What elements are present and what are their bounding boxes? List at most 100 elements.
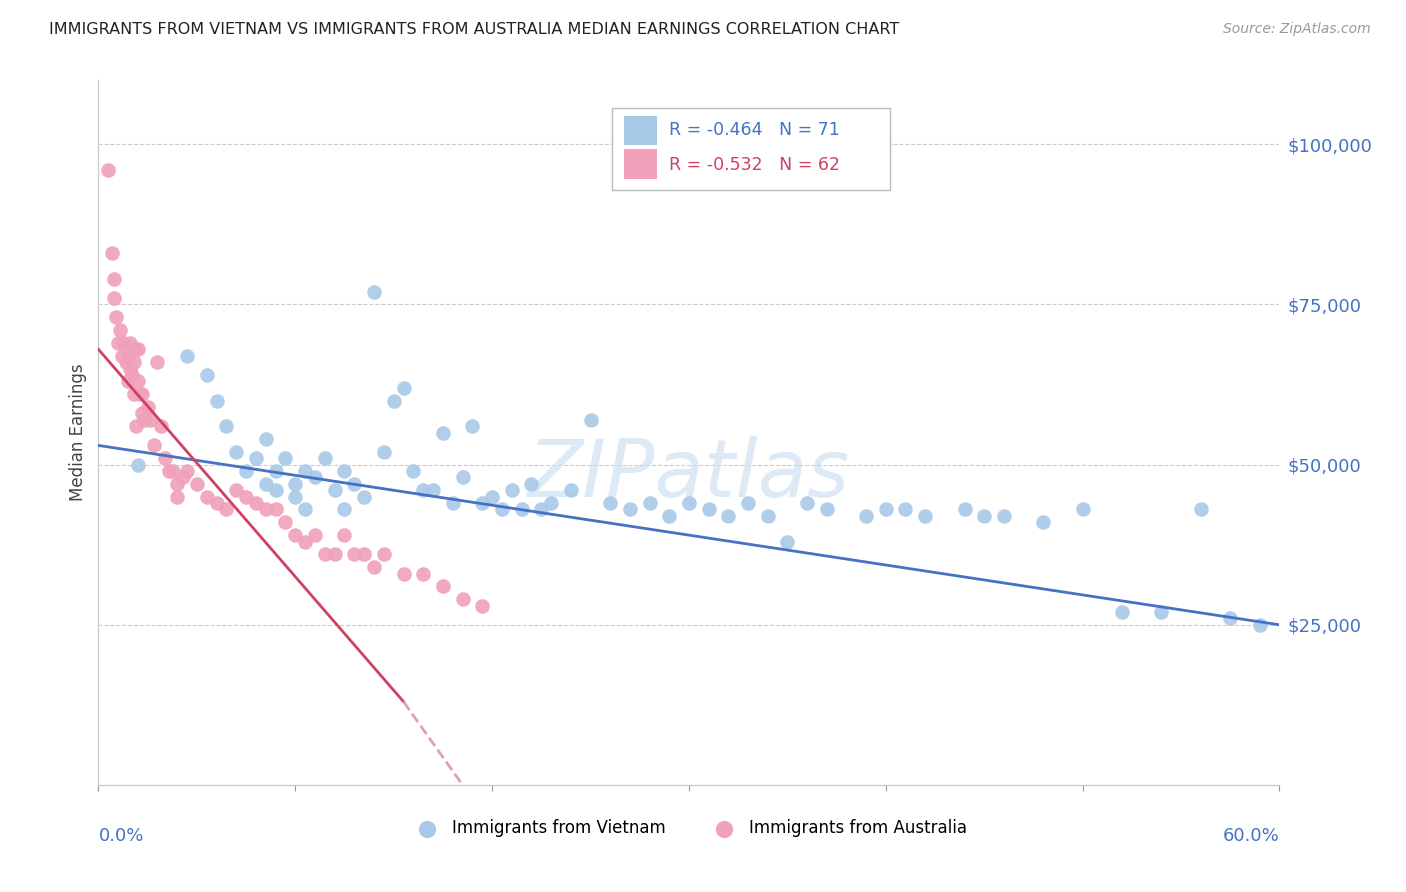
- Point: [215, 502, 238, 516]
- Text: R = -0.464   N = 71: R = -0.464 N = 71: [669, 120, 839, 138]
- Point: [392, 566, 415, 581]
- Point: [540, 496, 562, 510]
- Text: R = -0.532   N = 62: R = -0.532 N = 62: [669, 156, 839, 174]
- Point: [127, 458, 149, 472]
- Text: IMMIGRANTS FROM VIETNAM VS IMMIGRANTS FROM AUSTRALIA MEDIAN EARNINGS CORRELATION: IMMIGRANTS FROM VIETNAM VS IMMIGRANTS FR…: [49, 22, 900, 37]
- Point: [294, 502, 316, 516]
- Point: [1111, 605, 1133, 619]
- Point: [245, 451, 267, 466]
- Point: [127, 343, 149, 357]
- Point: [122, 387, 145, 401]
- Point: [343, 547, 366, 561]
- Point: [314, 547, 336, 561]
- Point: [343, 476, 366, 491]
- Point: [125, 343, 148, 357]
- Point: [166, 476, 188, 491]
- Point: [432, 579, 454, 593]
- Point: [176, 464, 198, 478]
- Point: [363, 560, 385, 574]
- Point: [254, 432, 277, 446]
- Point: [117, 375, 139, 389]
- Point: [186, 476, 208, 491]
- Point: [205, 393, 228, 408]
- Legend: Immigrants from Vietnam, Immigrants from Australia: Immigrants from Vietnam, Immigrants from…: [404, 813, 974, 844]
- Point: [195, 490, 218, 504]
- Point: [1150, 605, 1173, 619]
- Point: [501, 483, 523, 498]
- Point: [118, 361, 141, 376]
- Point: [776, 534, 799, 549]
- FancyBboxPatch shape: [624, 149, 657, 179]
- Point: [294, 534, 316, 549]
- Point: [1219, 611, 1241, 625]
- Point: [451, 470, 474, 484]
- Point: [678, 496, 700, 510]
- Point: [520, 476, 543, 491]
- Point: [796, 496, 818, 510]
- Point: [756, 508, 779, 523]
- Point: [155, 451, 177, 466]
- Point: [132, 413, 155, 427]
- Point: [215, 419, 238, 434]
- Point: [973, 508, 995, 523]
- Point: [195, 368, 218, 382]
- Point: [264, 464, 287, 478]
- Point: [373, 445, 395, 459]
- Point: [697, 502, 720, 516]
- Point: [146, 355, 169, 369]
- Point: [560, 483, 582, 498]
- Point: [284, 490, 307, 504]
- Point: [235, 490, 257, 504]
- Point: [111, 349, 134, 363]
- Point: [150, 419, 173, 434]
- Point: [402, 464, 425, 478]
- Point: [422, 483, 444, 498]
- Point: [176, 349, 198, 363]
- Point: [461, 419, 484, 434]
- FancyBboxPatch shape: [624, 116, 657, 145]
- Point: [894, 502, 917, 516]
- Point: [412, 483, 434, 498]
- Point: [530, 502, 553, 516]
- Point: [162, 464, 184, 478]
- Point: [638, 496, 661, 510]
- Point: [284, 476, 307, 491]
- Point: [481, 490, 503, 504]
- Point: [304, 470, 326, 484]
- Point: [112, 335, 135, 350]
- Point: [382, 393, 405, 408]
- Text: 60.0%: 60.0%: [1223, 827, 1279, 846]
- Point: [274, 516, 297, 530]
- Point: [432, 425, 454, 440]
- Point: [254, 476, 277, 491]
- Point: [412, 566, 434, 581]
- Point: [314, 451, 336, 466]
- Text: 0.0%: 0.0%: [98, 827, 143, 846]
- Point: [1189, 502, 1212, 516]
- Point: [1249, 617, 1271, 632]
- Point: [245, 496, 267, 510]
- Point: [294, 464, 316, 478]
- Point: [107, 335, 129, 350]
- Point: [471, 496, 494, 510]
- Point: [122, 355, 145, 369]
- Point: [131, 387, 153, 401]
- Point: [953, 502, 976, 516]
- Point: [138, 413, 160, 427]
- Text: Source: ZipAtlas.com: Source: ZipAtlas.com: [1223, 22, 1371, 37]
- Point: [127, 375, 149, 389]
- Point: [105, 310, 128, 325]
- Point: [118, 335, 141, 350]
- Point: [323, 483, 346, 498]
- Point: [97, 163, 120, 178]
- Point: [1032, 516, 1054, 530]
- Point: [274, 451, 297, 466]
- Point: [717, 508, 740, 523]
- Point: [333, 464, 356, 478]
- Point: [264, 502, 287, 516]
- Point: [353, 490, 375, 504]
- Point: [353, 547, 375, 561]
- Point: [121, 368, 143, 382]
- Point: [225, 483, 247, 498]
- Point: [128, 387, 150, 401]
